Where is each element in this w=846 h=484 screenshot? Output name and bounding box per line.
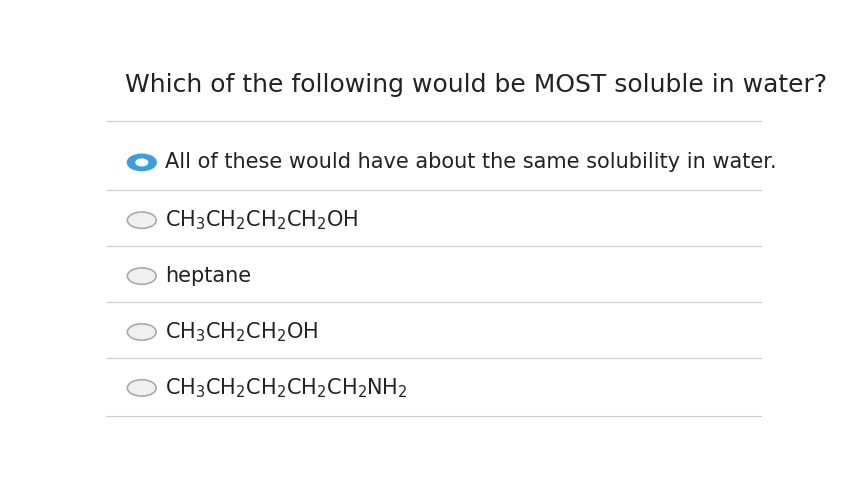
Circle shape (128, 212, 157, 228)
Text: heptane: heptane (165, 266, 251, 286)
Text: CH$_3$CH$_2$CH$_2$CH$_2$CH$_2$NH$_2$: CH$_3$CH$_2$CH$_2$CH$_2$CH$_2$NH$_2$ (165, 376, 407, 400)
Text: CH$_3$CH$_2$CH$_2$OH: CH$_3$CH$_2$CH$_2$OH (165, 320, 318, 344)
Circle shape (128, 154, 157, 171)
Text: All of these would have about the same solubility in water.: All of these would have about the same s… (165, 152, 777, 172)
Circle shape (128, 380, 157, 396)
Circle shape (136, 159, 148, 166)
Text: Which of the following would be MOST soluble in water?: Which of the following would be MOST sol… (125, 73, 827, 97)
Circle shape (128, 324, 157, 340)
Text: CH$_3$CH$_2$CH$_2$CH$_2$OH: CH$_3$CH$_2$CH$_2$CH$_2$OH (165, 209, 359, 232)
Circle shape (128, 268, 157, 284)
